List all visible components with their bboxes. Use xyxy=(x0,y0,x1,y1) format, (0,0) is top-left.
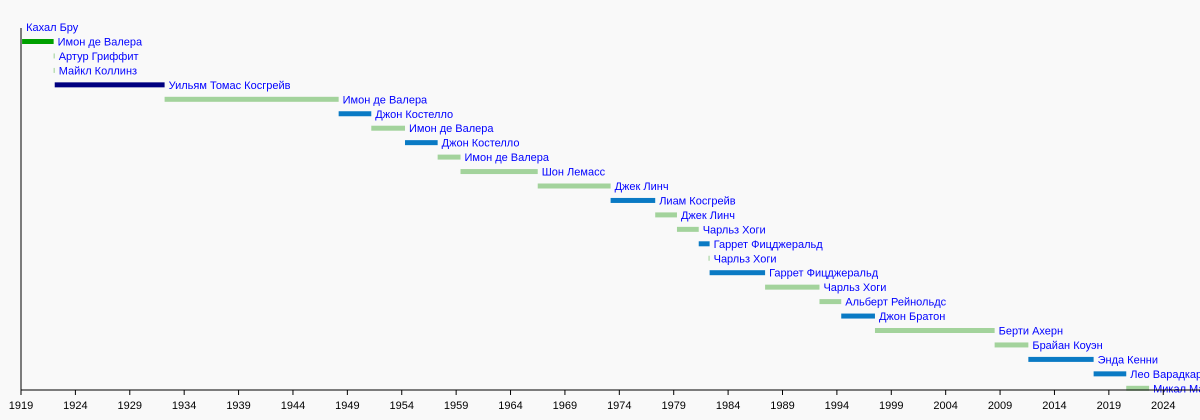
timeline-bar xyxy=(54,82,165,88)
x-tick-label: 1939 xyxy=(226,400,250,412)
bar-label: Уильям Томас Косгрейв xyxy=(169,80,291,92)
x-tick-label: 2009 xyxy=(988,400,1012,412)
bars-group xyxy=(22,39,1150,391)
bar-label: Джон Братон xyxy=(879,311,945,323)
x-tick-label: 1979 xyxy=(661,400,685,412)
timeline-bar xyxy=(437,154,461,160)
bar-label: Гаррет Фицджеральд xyxy=(714,239,824,251)
timeline-bar xyxy=(676,226,699,232)
x-tick-label: 1999 xyxy=(879,400,903,412)
timeline-bar xyxy=(709,270,766,276)
timeline-bar xyxy=(537,183,611,189)
x-tick-label: 1994 xyxy=(825,400,849,412)
timeline-bar xyxy=(371,125,406,131)
bar-label: Микал Мартин xyxy=(1153,383,1200,395)
x-tick-label: 1929 xyxy=(118,400,142,412)
bar-label: Брайан Коуэн xyxy=(1032,340,1102,352)
timeline-bar xyxy=(1126,385,1150,391)
bar-label: Имон де Валера xyxy=(58,37,143,49)
x-tick-label: 2004 xyxy=(933,400,957,412)
x-tick-label: 1959 xyxy=(444,400,468,412)
bar-label: Имон де Валера xyxy=(343,94,428,106)
x-tick-label: 1974 xyxy=(607,400,631,412)
timeline-bar xyxy=(874,328,995,333)
timeline-bar xyxy=(994,342,1029,348)
x-tick-label: 2019 xyxy=(1097,400,1121,412)
bar-label: Чарльз Хоги xyxy=(703,224,766,236)
timeline-bar xyxy=(841,313,875,319)
x-tick-label: 1964 xyxy=(498,400,522,412)
x-tick-label: 1954 xyxy=(390,400,414,412)
bar-label: Берти Ахерн xyxy=(999,326,1063,338)
bar-label: Джек Линч xyxy=(615,181,669,193)
timeline-bar xyxy=(655,212,677,218)
bar-label: Энда Кенни xyxy=(1098,354,1158,366)
bar-label: Чарльз Хоги xyxy=(714,253,777,265)
bar-label: Альберт Рейнольдс xyxy=(845,297,946,309)
x-axis: 1919 1924 1929 1934 1939 1944 1949 1954 1959 1964… xyxy=(9,28,1200,412)
x-tick-label: 2024 xyxy=(1151,400,1175,412)
bar-label: Гаррет Фицджеральд xyxy=(769,268,879,280)
timeline-bar xyxy=(765,284,820,290)
timeline-bar xyxy=(698,241,710,247)
bar-label: Лео Варадкар xyxy=(1130,369,1200,381)
x-tick-label: 2014 xyxy=(1042,400,1066,412)
x-tick-label: 1924 xyxy=(63,400,87,412)
timeline-bar xyxy=(708,255,710,261)
bar-label: Артур Гриффит xyxy=(59,51,139,63)
x-tick-label: 1984 xyxy=(716,400,740,412)
timeline-bar xyxy=(460,169,538,175)
timeline-bar xyxy=(53,67,55,73)
x-tick-label: 1989 xyxy=(770,400,794,412)
timeline-bar xyxy=(338,111,372,117)
timeline-bar xyxy=(53,53,55,59)
bar-label: Имон де Валера xyxy=(409,123,494,135)
timeline-bar xyxy=(819,299,842,305)
x-tick-label: 1969 xyxy=(553,400,577,412)
bar-label: Чарльз Хоги xyxy=(823,282,886,294)
timeline-bar xyxy=(164,96,339,102)
timeline-bar xyxy=(1028,356,1094,362)
x-tick-label: 1934 xyxy=(172,400,196,412)
x-tick-label: 1949 xyxy=(335,400,359,412)
bar-label: Джек Линч xyxy=(681,210,735,222)
timeline-bar xyxy=(405,140,438,146)
x-tick-label: 1944 xyxy=(281,400,305,412)
bar-label: Лиам Косгрейв xyxy=(659,195,736,207)
x-tick-label: 1919 xyxy=(9,400,33,412)
bar-label: Майкл Коллинз xyxy=(59,65,137,77)
bar-label: Кахал Бру xyxy=(26,22,79,34)
timeline-bar xyxy=(1093,371,1127,377)
timeline-bar xyxy=(22,39,54,44)
bar-label: Шон Лемасс xyxy=(542,167,606,179)
bar-label: Имон де Валера xyxy=(464,152,549,164)
bar-label: Джон Костелло xyxy=(375,109,453,121)
timeline-bar xyxy=(610,197,656,203)
bar-label: Джон Костелло xyxy=(442,138,520,150)
labels-group: Кахал Бру Имон де Валера Артур Гриффит Майк… xyxy=(26,22,1200,395)
